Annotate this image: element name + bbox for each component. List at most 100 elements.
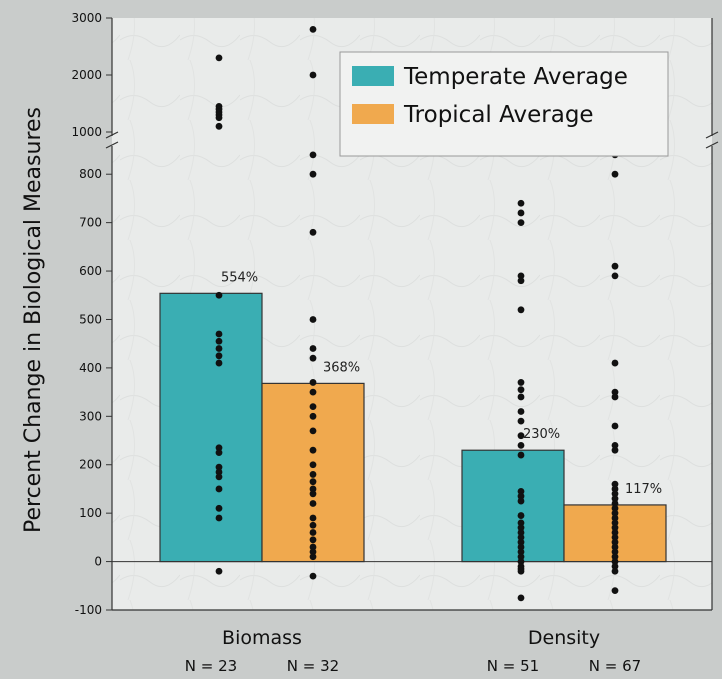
data-point bbox=[215, 485, 223, 493]
y-tick-label: 600 bbox=[79, 264, 102, 278]
data-point bbox=[309, 514, 317, 522]
data-point bbox=[309, 151, 317, 159]
data-point bbox=[611, 504, 619, 512]
data-point bbox=[517, 487, 525, 495]
data-point bbox=[215, 504, 223, 512]
value-labels: 554% 368% Biomass N = 23 N = 32 230% 117% Densi… bbox=[185, 270, 662, 675]
sample-size-label: N = 32 bbox=[287, 657, 339, 675]
legend-label: Tropical Average bbox=[403, 102, 594, 128]
data-point bbox=[517, 272, 525, 280]
data-point bbox=[309, 471, 317, 478]
sample-size-label: N = 23 bbox=[185, 657, 237, 675]
data-point bbox=[517, 451, 525, 459]
legend-swatch bbox=[352, 66, 394, 86]
data-point bbox=[309, 553, 317, 561]
y-tick-label: 0 bbox=[94, 555, 102, 569]
data-point bbox=[517, 548, 525, 556]
bar bbox=[159, 292, 263, 563]
data-point bbox=[517, 432, 525, 440]
data-point bbox=[517, 524, 525, 532]
y-tick-label: 700 bbox=[79, 216, 102, 230]
y-tick-label: 3000 bbox=[71, 11, 102, 25]
data-point bbox=[611, 558, 619, 565]
data-point bbox=[309, 170, 317, 178]
data-point bbox=[309, 461, 317, 469]
data-point bbox=[611, 563, 619, 570]
data-point bbox=[309, 478, 317, 486]
data-point bbox=[517, 533, 525, 541]
data-point bbox=[215, 514, 223, 522]
data-point bbox=[215, 352, 223, 360]
data-point bbox=[215, 463, 223, 471]
data-point bbox=[611, 500, 619, 507]
data-point bbox=[517, 497, 525, 505]
data-point bbox=[309, 536, 317, 544]
legend: Temperate Average Tropical Average bbox=[339, 51, 669, 157]
data-point bbox=[611, 514, 619, 522]
data-point bbox=[215, 345, 223, 352]
bar-value-label: 368% bbox=[323, 360, 360, 375]
y-tick-label: 300 bbox=[79, 409, 102, 423]
data-point bbox=[517, 408, 525, 415]
axes: -100 0 100 200 300 400 500 600 700 800 1000 2000 300… bbox=[71, 11, 719, 617]
data-point bbox=[517, 558, 525, 565]
data-point bbox=[611, 485, 619, 493]
data-point bbox=[611, 509, 619, 517]
data-point bbox=[215, 337, 223, 345]
data-point bbox=[309, 316, 317, 323]
data-point bbox=[611, 490, 619, 498]
bar-value-label: 554% bbox=[221, 270, 258, 285]
data-point bbox=[215, 567, 223, 575]
data-point bbox=[309, 548, 317, 556]
data-point bbox=[215, 291, 223, 299]
data-point bbox=[309, 388, 317, 396]
data-point bbox=[309, 403, 317, 411]
data-point bbox=[611, 587, 619, 595]
data-point bbox=[309, 543, 317, 551]
y-tick-label: 2000 bbox=[71, 68, 102, 82]
data-point bbox=[611, 262, 619, 270]
data-point bbox=[309, 521, 317, 529]
data-point bbox=[215, 449, 223, 457]
data-point bbox=[611, 359, 619, 367]
data-point bbox=[611, 519, 619, 527]
bar-value-label: 230% bbox=[523, 427, 560, 442]
data-point bbox=[611, 441, 619, 449]
data-point bbox=[517, 199, 525, 207]
data-point bbox=[517, 492, 525, 500]
legend-label: Temperate Average bbox=[403, 64, 628, 90]
data-point bbox=[309, 26, 317, 33]
y-axis-break-mark bbox=[105, 131, 119, 139]
data-point bbox=[215, 468, 223, 476]
bar-value-label: 117% bbox=[625, 482, 662, 497]
data-point bbox=[611, 533, 619, 541]
data-point bbox=[309, 572, 317, 580]
data-point bbox=[611, 272, 619, 280]
y-tick-label: 400 bbox=[79, 361, 102, 375]
data-point bbox=[517, 538, 525, 546]
data-point bbox=[517, 441, 525, 449]
data-point bbox=[517, 379, 525, 386]
data-point bbox=[309, 446, 317, 454]
legend-box bbox=[339, 51, 669, 157]
data-point bbox=[309, 379, 317, 386]
data-point bbox=[517, 512, 525, 519]
x-tick-label: Biomass bbox=[222, 627, 302, 649]
legend-swatch bbox=[352, 104, 394, 124]
data-point bbox=[309, 529, 317, 536]
data-point bbox=[215, 54, 223, 62]
right-axis-break-mark bbox=[705, 131, 719, 139]
data-point bbox=[309, 427, 317, 435]
data-point bbox=[611, 422, 619, 430]
data-point bbox=[309, 71, 317, 79]
data-point bbox=[611, 480, 619, 488]
data-point bbox=[611, 538, 619, 546]
data-point bbox=[309, 354, 317, 362]
data-point bbox=[611, 529, 619, 536]
y-tick-label: 800 bbox=[79, 167, 102, 181]
data-point bbox=[611, 388, 619, 396]
data-point bbox=[517, 277, 525, 285]
data-point bbox=[309, 500, 317, 507]
